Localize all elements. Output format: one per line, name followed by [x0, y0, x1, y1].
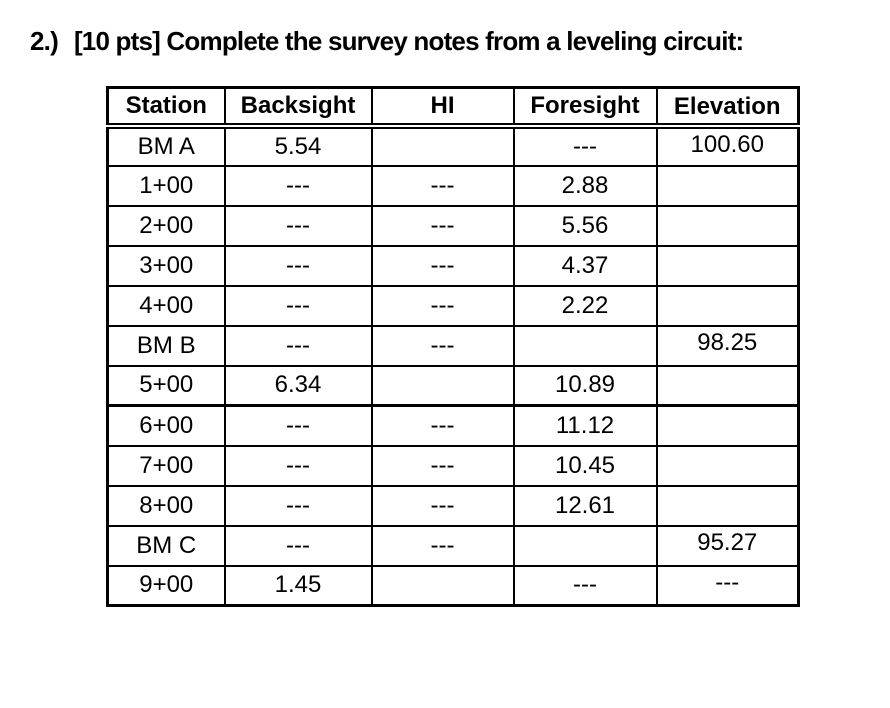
cell-foresight	[512, 524, 658, 567]
cell-elevation	[655, 244, 800, 287]
cell-station: 3+00	[106, 244, 226, 287]
cell-backsight: ---	[223, 484, 373, 527]
header-row: Station Backsight HI Foresight Elevation	[106, 86, 800, 129]
table-row: 8+00 --- --- 12.61	[106, 484, 800, 527]
column-header-elevation: Elevation	[655, 86, 800, 129]
table-row: 1+00 --- --- 2.88	[106, 164, 800, 207]
cell-backsight: 5.54	[223, 124, 373, 167]
cell-station: 9+00	[106, 564, 226, 607]
cell-hi: ---	[370, 484, 515, 527]
cell-elevation	[655, 364, 800, 407]
table-row: 5+00 6.34 10.89	[106, 364, 800, 407]
cell-elevation	[655, 404, 800, 447]
table-row: BM B --- --- 98.25	[106, 324, 800, 367]
cell-backsight: ---	[223, 444, 373, 487]
cell-hi: ---	[370, 524, 515, 567]
column-header-hi: HI	[370, 86, 515, 129]
cell-backsight: ---	[223, 284, 373, 327]
cell-foresight: 4.37	[512, 244, 658, 287]
cell-station: 1+00	[106, 164, 226, 207]
cell-station: 2+00	[106, 204, 226, 247]
cell-elevation: ---	[655, 564, 800, 607]
cell-station: BM B	[106, 324, 226, 367]
column-header-backsight: Backsight	[223, 86, 373, 129]
cell-elevation: 100.60	[655, 124, 800, 167]
cell-hi: ---	[370, 204, 515, 247]
cell-backsight: ---	[223, 324, 373, 367]
cell-hi	[370, 364, 515, 407]
cell-hi	[370, 564, 515, 607]
cell-elevation: 95.27	[655, 524, 800, 567]
cell-station: 7+00	[106, 444, 226, 487]
cell-hi: ---	[370, 244, 515, 287]
cell-foresight: 2.88	[512, 164, 658, 207]
cell-foresight: 10.45	[512, 444, 658, 487]
cell-backsight: ---	[223, 164, 373, 207]
cell-foresight: 2.22	[512, 284, 658, 327]
table-row: 7+00 --- --- 10.45	[106, 444, 800, 487]
cell-elevation	[655, 284, 800, 327]
cell-station: BM C	[106, 524, 226, 567]
cell-hi: ---	[370, 324, 515, 367]
cell-hi: ---	[370, 164, 515, 207]
cell-backsight: 1.45	[223, 564, 373, 607]
cell-station: 4+00	[106, 284, 226, 327]
cell-station: 5+00	[106, 364, 226, 407]
problem-statement: [10 pts] Complete the survey notes from …	[73, 26, 744, 56]
cell-foresight: 5.56	[512, 204, 658, 247]
cell-foresight: 11.12	[512, 404, 658, 447]
cell-foresight	[512, 324, 658, 367]
cell-foresight: 10.89	[512, 364, 658, 407]
table-row: 9+00 1.45 --- ---	[106, 564, 800, 607]
cell-backsight: ---	[223, 524, 373, 567]
cell-elevation	[655, 204, 800, 247]
problem-title: 2.) [10 pts] Complete the survey notes fr…	[30, 26, 744, 57]
cell-foresight: 12.61	[512, 484, 658, 527]
table-row: 4+00 --- --- 2.22	[106, 284, 800, 327]
cell-backsight: ---	[223, 244, 373, 287]
cell-foresight: ---	[512, 564, 658, 607]
table-row: BM A 5.54 --- 100.60	[106, 124, 800, 167]
column-header-station: Station	[106, 86, 226, 129]
cell-elevation	[655, 164, 800, 207]
survey-notes-table: Station Backsight HI Foresight Elevation…	[106, 86, 800, 607]
table-row: 6+00 --- --- 11.12	[106, 404, 800, 447]
table-row: BM C --- --- 95.27	[106, 524, 800, 567]
cell-station: 6+00	[106, 404, 226, 447]
cell-foresight: ---	[512, 124, 658, 167]
cell-hi: ---	[370, 404, 515, 447]
cell-backsight: ---	[223, 204, 373, 247]
table-row: 3+00 --- --- 4.37	[106, 244, 800, 287]
problem-number: 2.)	[30, 26, 59, 56]
cell-hi	[370, 124, 515, 167]
table-row: 2+00 --- --- 5.56	[106, 204, 800, 247]
cell-station: BM A	[106, 124, 226, 167]
cell-elevation	[655, 444, 800, 487]
cell-elevation: 98.25	[655, 324, 800, 367]
cell-elevation	[655, 484, 800, 527]
cell-backsight: ---	[223, 404, 373, 447]
cell-hi: ---	[370, 444, 515, 487]
column-header-foresight: Foresight	[512, 86, 658, 129]
cell-backsight: 6.34	[223, 364, 373, 407]
cell-hi: ---	[370, 284, 515, 327]
cell-station: 8+00	[106, 484, 226, 527]
